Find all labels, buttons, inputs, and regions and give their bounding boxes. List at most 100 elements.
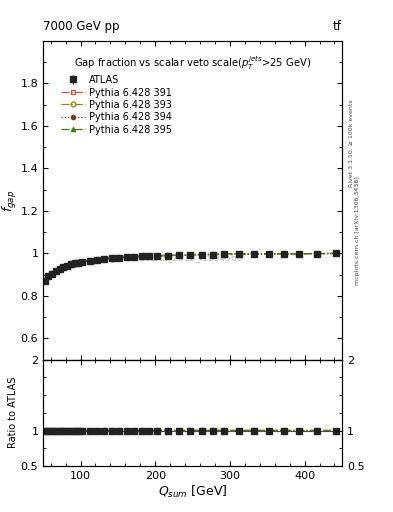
Pythia 6.428 393: [46, 273, 51, 279]
Pythia 6.428 391: [76, 260, 81, 266]
Pythia 6.428 391: [61, 264, 66, 270]
Pythia 6.428 394: [80, 259, 84, 265]
Pythia 6.428 393: [102, 256, 107, 262]
Pythia 6.428 395: [165, 252, 170, 258]
Pythia 6.428 395: [42, 277, 47, 283]
Pythia 6.428 394: [154, 253, 159, 259]
Pythia 6.428 394: [199, 251, 204, 258]
Pythia 6.428 395: [80, 259, 84, 265]
Pythia 6.428 394: [252, 251, 256, 257]
Pythia 6.428 391: [177, 252, 182, 258]
Pythia 6.428 393: [222, 251, 226, 258]
Pythia 6.428 395: [46, 272, 51, 279]
Pythia 6.428 395: [110, 255, 114, 261]
Pythia 6.428 391: [140, 253, 144, 259]
Pythia 6.428 395: [188, 251, 193, 258]
Text: Rivet 3.1.10, ≥ 100k events: Rivet 3.1.10, ≥ 100k events: [349, 99, 354, 187]
Pythia 6.428 395: [50, 270, 55, 276]
Pythia 6.428 393: [252, 251, 256, 257]
Pythia 6.428 393: [65, 263, 70, 269]
Pythia 6.428 394: [132, 254, 137, 260]
Pythia 6.428 393: [315, 250, 320, 257]
Pythia 6.428 394: [57, 266, 62, 272]
Pythia 6.428 393: [199, 252, 204, 258]
Pythia 6.428 395: [177, 251, 182, 258]
Y-axis label: Ratio to ATLAS: Ratio to ATLAS: [8, 377, 18, 449]
Pythia 6.428 395: [76, 259, 81, 265]
Text: mcplots.cern.ch [arXiv:1306.3436]: mcplots.cern.ch [arXiv:1306.3436]: [355, 176, 360, 285]
Pythia 6.428 393: [132, 254, 137, 260]
Text: tf: tf: [333, 20, 342, 33]
Pythia 6.428 391: [210, 251, 215, 258]
Pythia 6.428 394: [95, 257, 99, 263]
Pythia 6.428 391: [334, 250, 338, 257]
Pythia 6.428 391: [132, 253, 137, 260]
Pythia 6.428 395: [266, 250, 271, 257]
Pythia 6.428 394: [76, 260, 81, 266]
Pythia 6.428 391: [72, 260, 77, 266]
Pythia 6.428 393: [140, 253, 144, 260]
Pythia 6.428 391: [50, 270, 55, 276]
Pythia 6.428 391: [315, 250, 320, 257]
Pythia 6.428 394: [266, 251, 271, 257]
Pythia 6.428 395: [72, 260, 77, 266]
Pythia 6.428 391: [80, 259, 84, 265]
Pythia 6.428 395: [117, 254, 122, 260]
Pythia 6.428 393: [110, 255, 114, 262]
Pythia 6.428 394: [315, 250, 320, 257]
Pythia 6.428 391: [266, 251, 271, 257]
Text: Gap fraction vs scalar veto scale($p_T^{jets}$>25 GeV): Gap fraction vs scalar veto scale($p_T^{…: [74, 54, 311, 72]
Pythia 6.428 395: [252, 251, 256, 257]
Pythia 6.428 394: [102, 256, 107, 262]
Pythia 6.428 394: [72, 261, 77, 267]
Pythia 6.428 393: [281, 251, 286, 257]
Pythia 6.428 395: [154, 252, 159, 259]
Pythia 6.428 391: [188, 251, 193, 258]
Text: 7000 GeV pp: 7000 GeV pp: [43, 20, 120, 33]
Pythia 6.428 394: [210, 251, 215, 258]
Pythia 6.428 395: [315, 250, 320, 257]
Y-axis label: $f_{gap}$: $f_{gap}$: [1, 189, 19, 211]
Pythia 6.428 393: [154, 253, 159, 259]
Pythia 6.428 395: [95, 256, 99, 262]
Pythia 6.428 391: [46, 272, 51, 279]
Pythia 6.428 394: [117, 254, 122, 261]
Pythia 6.428 394: [140, 253, 144, 260]
Pythia 6.428 394: [68, 262, 73, 268]
Pythia 6.428 393: [72, 261, 77, 267]
Line: Pythia 6.428 391: Pythia 6.428 391: [42, 251, 338, 283]
Pythia 6.428 391: [65, 263, 70, 269]
Pythia 6.428 395: [125, 254, 129, 260]
Pythia 6.428 391: [165, 252, 170, 259]
Pythia 6.428 395: [68, 261, 73, 267]
Pythia 6.428 395: [61, 264, 66, 270]
Pythia 6.428 395: [222, 251, 226, 257]
X-axis label: $Q_{sum}$ [GeV]: $Q_{sum}$ [GeV]: [158, 483, 227, 500]
Pythia 6.428 395: [65, 262, 70, 268]
Pythia 6.428 394: [65, 263, 70, 269]
Pythia 6.428 394: [281, 251, 286, 257]
Pythia 6.428 394: [222, 251, 226, 258]
Pythia 6.428 391: [102, 255, 107, 262]
Pythia 6.428 393: [266, 251, 271, 257]
Pythia 6.428 395: [147, 253, 152, 259]
Pythia 6.428 391: [95, 257, 99, 263]
Pythia 6.428 393: [237, 251, 241, 258]
Pythia 6.428 391: [110, 255, 114, 261]
Pythia 6.428 394: [237, 251, 241, 257]
Pythia 6.428 393: [188, 252, 193, 258]
Pythia 6.428 395: [237, 251, 241, 257]
Line: Pythia 6.428 393: Pythia 6.428 393: [42, 251, 338, 283]
Pythia 6.428 394: [177, 252, 182, 258]
Pythia 6.428 393: [95, 257, 99, 263]
Pythia 6.428 391: [53, 268, 58, 274]
Pythia 6.428 394: [165, 252, 170, 259]
Pythia 6.428 391: [252, 251, 256, 257]
Pythia 6.428 395: [281, 250, 286, 257]
Pythia 6.428 394: [334, 250, 338, 257]
Pythia 6.428 395: [102, 255, 107, 262]
Pythia 6.428 391: [237, 251, 241, 257]
Pythia 6.428 393: [147, 253, 152, 260]
Pythia 6.428 391: [281, 250, 286, 257]
Pythia 6.428 391: [154, 253, 159, 259]
